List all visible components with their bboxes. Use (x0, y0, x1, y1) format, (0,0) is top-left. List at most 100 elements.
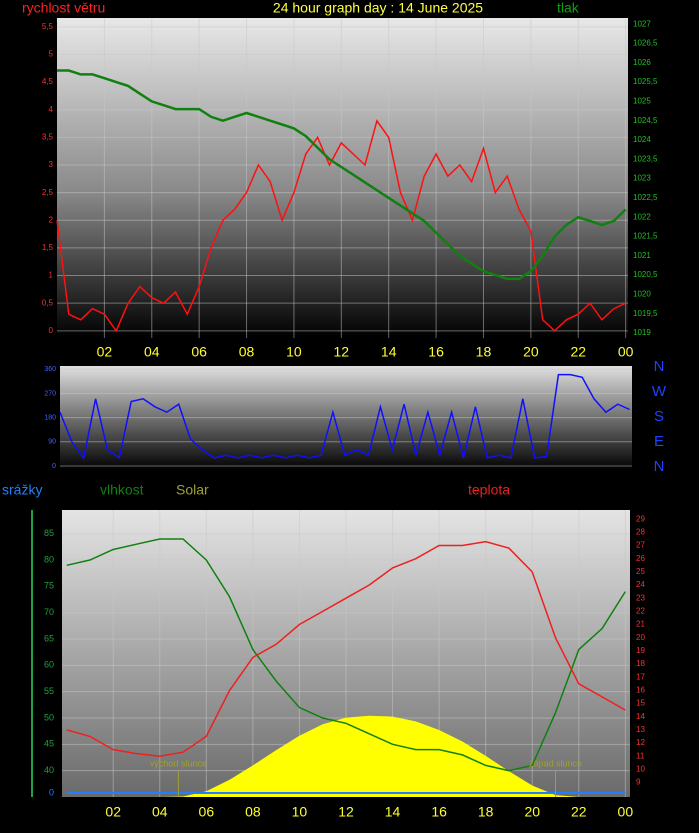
x-tick-label: 20 (524, 804, 540, 820)
y-tick-label: 50 (44, 712, 54, 722)
y-tick-label: 5 (49, 50, 54, 59)
x-tick-label: 08 (239, 344, 255, 360)
x-tick-label: 10 (292, 804, 308, 820)
series-line (59, 373, 630, 460)
y-tick-label: 1025,5 (633, 77, 658, 86)
y-tick-label: 19 (636, 646, 645, 655)
y-tick-label: 16 (636, 685, 645, 694)
y-tick-label: 360 (44, 366, 56, 373)
x-tick-label: 08 (245, 804, 261, 820)
y-tick-label: 80 (44, 554, 54, 564)
legend-precip: srážky (2, 482, 42, 498)
y-tick-label: 4,5 (42, 77, 54, 86)
y-tick-label: 26 (636, 554, 645, 563)
y-tick-label: 15 (636, 699, 645, 708)
y-tick-label: 65 (44, 633, 54, 643)
y-tick-label: 40 (44, 765, 54, 775)
y-tick-label: 0 (52, 463, 56, 470)
y-tick-label: 29 (636, 514, 645, 523)
legend-temperature: teplota (468, 482, 510, 498)
x-tick-label: 16 (431, 804, 447, 820)
y-tick-label: 1026 (633, 58, 651, 67)
annotation: západ slunce (529, 758, 582, 768)
compass-label: N (654, 458, 665, 475)
y-tick-label: 14 (636, 712, 645, 721)
x-tick-label: 12 (334, 344, 350, 360)
x-tick-label: 20 (523, 344, 539, 360)
y-tick-label: 9 (636, 778, 641, 787)
y-tick-label: 60 (44, 660, 54, 670)
y-tick-label: 75 (44, 581, 54, 591)
x-tick-label: 06 (199, 804, 215, 820)
y-tick-label: 3 (49, 160, 54, 169)
y-tick-label: 21 (636, 620, 645, 629)
y-tick-label: 23 (636, 593, 645, 602)
y-tick-label: 1019 (633, 328, 651, 337)
x-tick-label: 14 (381, 344, 397, 360)
y-tick-label: 1024,5 (633, 116, 658, 125)
y-tick-label: 1027 (633, 19, 651, 28)
legend-solar: Solar (176, 482, 209, 498)
y-tick-label: 1020,5 (633, 270, 658, 279)
legend-humidity: vlhkost (100, 482, 144, 498)
x-tick-label: 02 (105, 804, 121, 820)
y-tick-label: 1022 (633, 212, 651, 221)
solar-area (66, 715, 626, 797)
x-tick-label: 22 (571, 804, 587, 820)
y-tick-label: 1019,5 (633, 309, 658, 318)
compass-label: S (654, 408, 664, 425)
y-tick-label: 1023,5 (633, 154, 658, 163)
series-line (66, 540, 626, 757)
compass-label: N (654, 358, 665, 375)
x-tick-label: 04 (144, 344, 160, 360)
x-tick-label: 12 (338, 804, 354, 820)
y-tick-label: 270 (44, 390, 56, 397)
y-tick-label: 45 (44, 739, 54, 749)
series-line (66, 538, 626, 772)
y-tick-label: 24 (636, 580, 645, 589)
y-tick-label: 1021 (633, 251, 651, 260)
y-tick-label: 4 (49, 105, 54, 114)
x-tick-label: 16 (428, 344, 444, 360)
y-tick-label: 1021,5 (633, 232, 658, 241)
y-tick-label: 25 (636, 567, 645, 576)
y-tick-label: 55 (44, 686, 54, 696)
y-tick-label: 10 (636, 764, 645, 773)
x-tick-label: 06 (191, 344, 207, 360)
compass-label: E (654, 433, 664, 450)
y-tick-label: 1 (49, 271, 54, 280)
x-tick-label: 00 (618, 344, 634, 360)
y-tick-label: 1,5 (42, 243, 54, 252)
y-tick-label: 3,5 (42, 132, 54, 141)
x-tick-label: 00 (618, 804, 634, 820)
y-tick-label: 11 (636, 751, 645, 760)
y-tick-label: 27 (636, 541, 645, 550)
x-tick-label: 02 (97, 344, 113, 360)
y-tick-label: 90 (48, 439, 56, 446)
y-tick-label: 20 (636, 633, 645, 642)
x-tick-label: 22 (570, 344, 586, 360)
series-line (56, 119, 626, 333)
x-tick-label: 10 (286, 344, 302, 360)
y-tick-label: 180 (44, 414, 56, 421)
y-tick-label: 1022,5 (633, 193, 658, 202)
y-tick-label: 1026,5 (633, 39, 658, 48)
y-tick-label: 0 (49, 326, 54, 335)
series-line (57, 69, 627, 281)
x-tick-label: 04 (152, 804, 168, 820)
y-tick-label: 1025 (633, 96, 651, 105)
y-tick-label: 70 (44, 607, 54, 617)
chart-title: 24 hour graph day : 14 June 2025 (273, 0, 483, 16)
y-tick-label: 13 (636, 725, 645, 734)
y-tick-label: 22 (636, 606, 645, 615)
legend-pressure: tlak (557, 0, 580, 16)
y-tick-label: 0,5 (42, 298, 54, 307)
y-tick-label: 5,5 (42, 22, 54, 31)
x-tick-label: 18 (478, 804, 494, 820)
y-tick-label: 18 (636, 659, 645, 668)
y-tick-label: 2 (49, 215, 54, 224)
y-tick-label: 85 (44, 528, 54, 538)
y-tick-label: 17 (636, 672, 645, 681)
